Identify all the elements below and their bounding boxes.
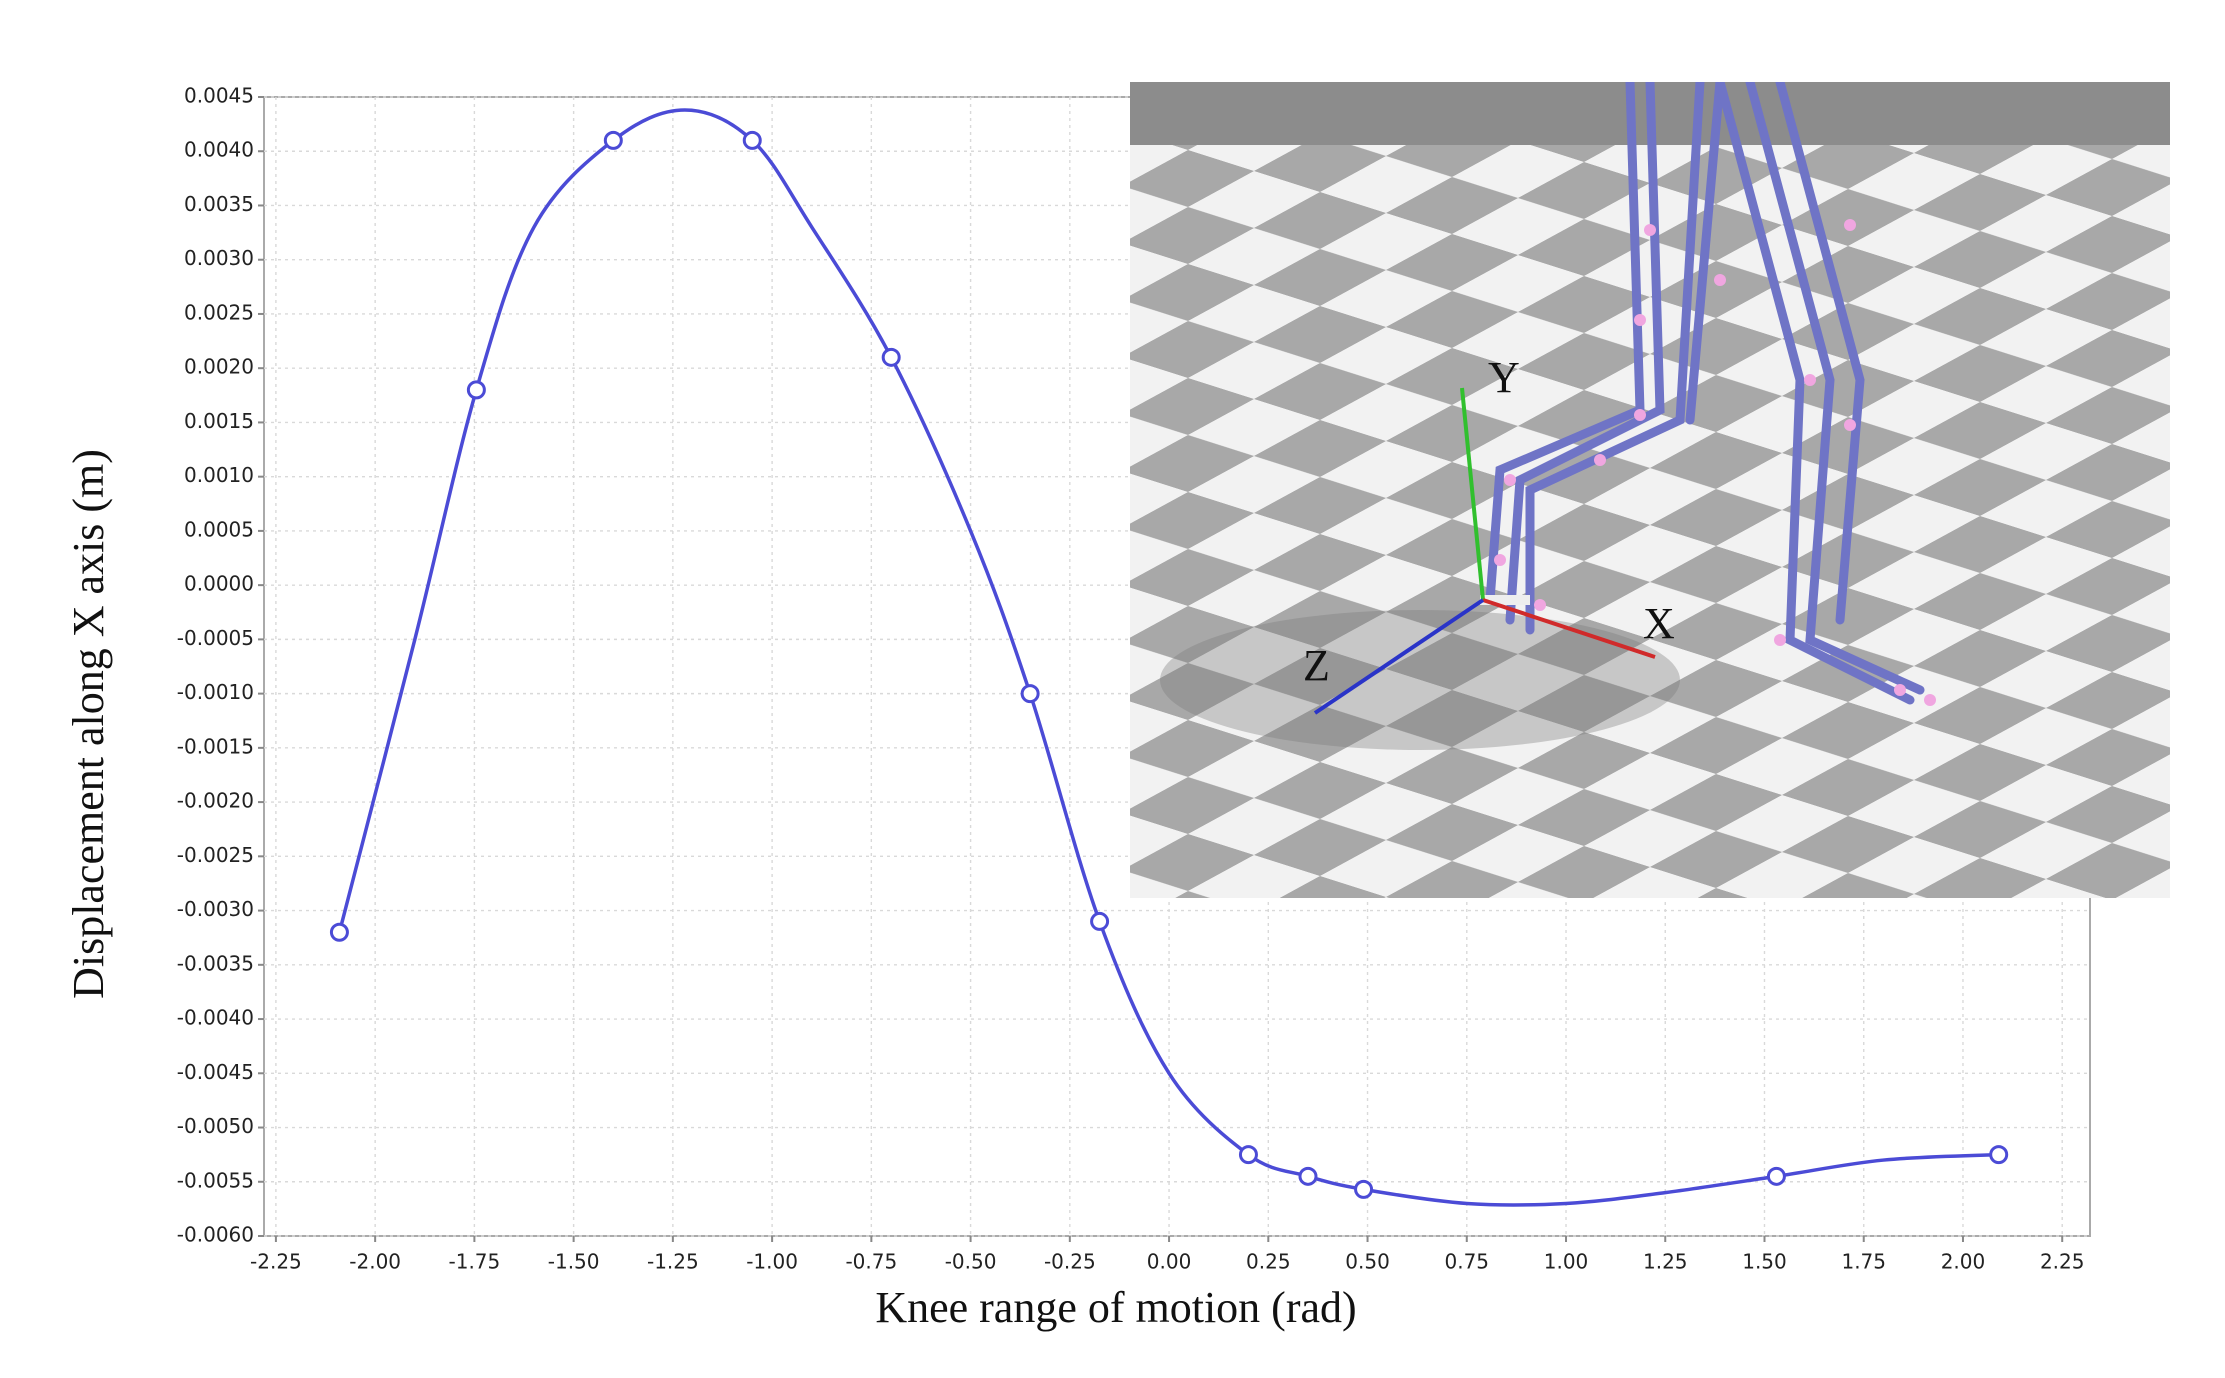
- x-tick-label: 1.00: [1544, 1250, 1589, 1274]
- data-line: [337, 108, 1999, 1207]
- y-tick-label: -0.0010: [177, 680, 254, 704]
- joint-marker: [1594, 454, 1606, 466]
- joint-marker: [1644, 224, 1656, 236]
- y-tick-label: 0.0005: [184, 517, 254, 541]
- x-tick-label: 0.75: [1445, 1250, 1490, 1274]
- x-tick-label: 1.75: [1841, 1250, 1886, 1274]
- x-tick-label: -1.00: [746, 1250, 798, 1274]
- x-tick-label: -0.50: [945, 1250, 997, 1274]
- data-marker: [603, 130, 623, 150]
- x-tick-label: 2.25: [2040, 1250, 2085, 1274]
- joint-marker: [1894, 684, 1906, 696]
- y-tick-label: 0.0030: [184, 246, 254, 270]
- joint-marker: [1774, 634, 1786, 646]
- y-tick-label: 0.0015: [184, 409, 254, 433]
- y-tick-label: 0.0010: [184, 463, 254, 487]
- data-marker: [329, 922, 349, 942]
- axis-label-x: X: [1643, 599, 1675, 648]
- y-tick-label: 0.0000: [184, 572, 254, 596]
- x-tick-label: 0.50: [1345, 1250, 1390, 1274]
- y-tick-label: -0.0030: [177, 897, 254, 921]
- data-marker: [1090, 911, 1110, 931]
- data-marker: [1766, 1166, 1786, 1186]
- x-tick-label: 1.50: [1742, 1250, 1787, 1274]
- leg-left: [1485, 82, 1725, 635]
- x-tick-label: 2.00: [1941, 1250, 1986, 1274]
- data-marker: [1238, 1145, 1258, 1165]
- y-axis-arrow: [1460, 387, 1485, 601]
- x-tick-label: -2.25: [250, 1250, 302, 1274]
- y-axis-title: Displacement along X axis (m): [64, 449, 113, 999]
- joint-marker: [1844, 219, 1856, 231]
- joint-marker: [1534, 599, 1546, 611]
- joint-marker: [1924, 694, 1936, 706]
- y-tick-label: 0.0035: [184, 192, 254, 216]
- data-marker: [1354, 1179, 1374, 1199]
- y-tick-label: -0.0015: [177, 734, 254, 758]
- y-tick-label: 0.0045: [184, 84, 254, 108]
- x-tick-label: -0.25: [1044, 1250, 1096, 1274]
- y-tick-label: -0.0035: [177, 951, 254, 975]
- data-marker: [742, 130, 762, 150]
- inset-render: Y X Z: [1130, 82, 2170, 898]
- x-axis-title: Knee range of motion (rad): [875, 1283, 1356, 1332]
- y-tick-label: -0.0045: [177, 1060, 254, 1084]
- y-tick-label: -0.0040: [177, 1006, 254, 1030]
- y-tick-label: -0.0025: [177, 843, 254, 867]
- joint-marker: [1634, 409, 1646, 421]
- x-tick-label: -1.50: [548, 1250, 600, 1274]
- data-marker: [1298, 1166, 1318, 1186]
- x-axis-arrow: [1482, 598, 1656, 659]
- y-tick-label: 0.0020: [184, 355, 254, 379]
- data-marker: [1989, 1145, 2009, 1165]
- y-tick-label: 0.0025: [184, 300, 254, 324]
- joint-marker: [1504, 474, 1516, 486]
- y-tick-label: -0.0005: [177, 626, 254, 650]
- y-tick-label: -0.0060: [177, 1223, 254, 1247]
- x-tick-label: -2.00: [349, 1250, 401, 1274]
- shadow: [1160, 610, 1680, 750]
- data-marker: [1020, 684, 1040, 704]
- axis-label-y: Y: [1488, 353, 1520, 402]
- joint-marker: [1804, 374, 1816, 386]
- inset-floor: [1130, 145, 2170, 898]
- leg-right: [1715, 82, 1925, 705]
- data-marker: [466, 380, 486, 400]
- data-marker: [881, 347, 901, 367]
- joint-marker: [1844, 419, 1856, 431]
- x-tick-label: 0.25: [1246, 1250, 1291, 1274]
- x-tick-label: -1.75: [449, 1250, 501, 1274]
- x-tick-label: 0.00: [1147, 1250, 1192, 1274]
- joint-marker: [1634, 314, 1646, 326]
- y-tick-label: -0.0055: [177, 1168, 254, 1192]
- y-tick-label: -0.0050: [177, 1114, 254, 1138]
- joint-marker: [1494, 554, 1506, 566]
- axis-label-z: Z: [1303, 641, 1330, 690]
- x-tick-label: -1.25: [647, 1250, 699, 1274]
- joint-marker: [1714, 274, 1726, 286]
- x-tick-label: -0.75: [845, 1250, 897, 1274]
- x-tick-label: 1.25: [1643, 1250, 1688, 1274]
- z-axis-arrow: [1313, 598, 1485, 715]
- y-tick-label: 0.0040: [184, 138, 254, 162]
- y-tick-label: -0.0020: [177, 789, 254, 813]
